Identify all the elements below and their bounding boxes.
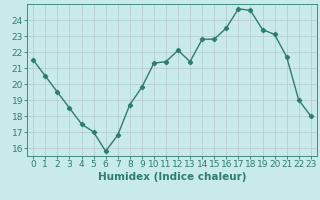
X-axis label: Humidex (Indice chaleur): Humidex (Indice chaleur) [98,172,246,182]
